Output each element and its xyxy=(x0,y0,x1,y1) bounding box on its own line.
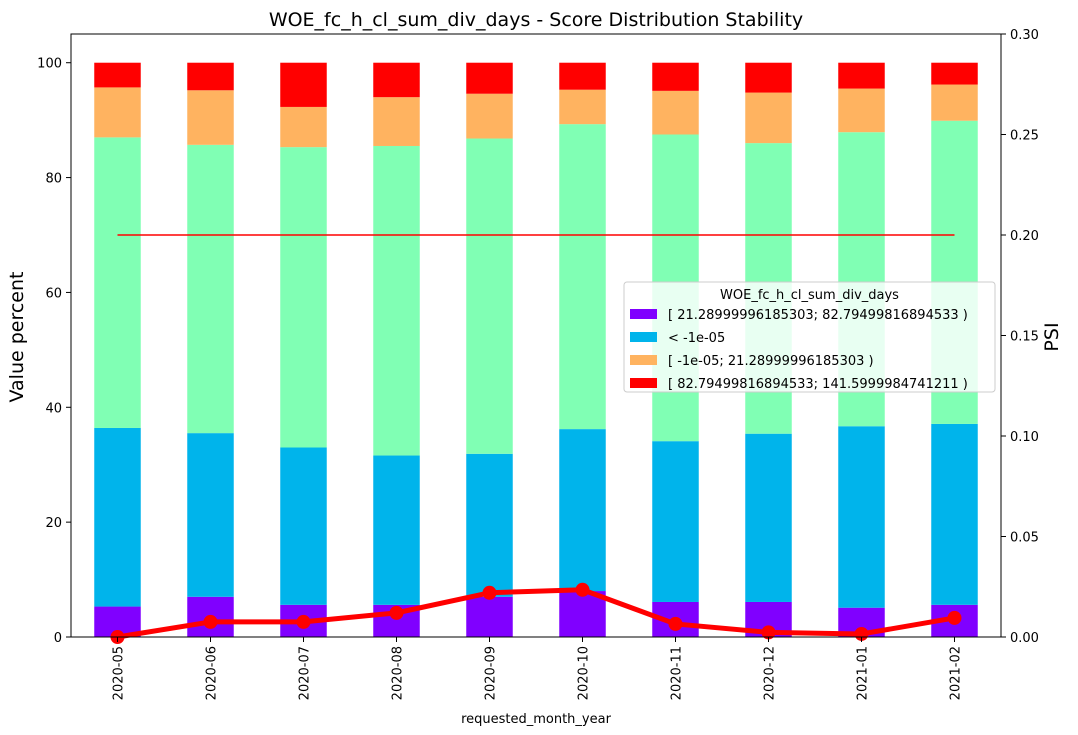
right-axis: 0.00 0.05 0.10 0.15 0.20 0.25 0.30 xyxy=(1001,28,1039,646)
psi-layer xyxy=(110,582,962,644)
bar-segment xyxy=(187,433,234,597)
y2-axis-label: PSI xyxy=(1041,322,1063,351)
legend-box xyxy=(623,281,996,393)
x-axis-label: requested_month_year xyxy=(461,712,612,727)
y2-tick-label: 0.30 xyxy=(1010,28,1039,43)
bar-segment xyxy=(559,89,606,125)
y-tick-label: 0 xyxy=(54,631,62,646)
bar-segment xyxy=(652,441,699,602)
bar-segment xyxy=(187,90,234,145)
psi-point xyxy=(296,614,311,629)
bar-segment xyxy=(652,90,699,135)
psi-point xyxy=(761,625,776,640)
bar-segment xyxy=(559,124,606,430)
bar-segment xyxy=(745,62,792,93)
bar-segment xyxy=(559,62,606,90)
bar-segment xyxy=(745,92,792,144)
x-tick-label: 2020-11 xyxy=(670,646,685,700)
x-tick-label: 2020-07 xyxy=(298,646,313,700)
x-tick-label: 2021-01 xyxy=(856,646,871,700)
y2-tick-label: 0.20 xyxy=(1010,229,1039,244)
x-tick-label: 2020-08 xyxy=(391,646,406,700)
legend-entry-label: [ 82.79499816894533; 141.5999984741211 ) xyxy=(668,377,968,392)
bar-segment xyxy=(373,62,420,98)
left-axis: 0 20 40 60 80 100 xyxy=(37,57,71,646)
legend-swatch xyxy=(630,332,657,342)
x-tick-label: 2021-02 xyxy=(949,646,964,700)
bars-layer xyxy=(94,62,978,637)
y2-tick-label: 0.10 xyxy=(1010,430,1039,445)
bar-segment xyxy=(745,433,792,602)
chart-title: WOE_fc_h_cl_sum_div_days - Score Distrib… xyxy=(269,9,803,31)
y-tick-label: 100 xyxy=(37,57,62,72)
bar-segment xyxy=(559,591,606,637)
bar-segment xyxy=(931,423,978,605)
y-tick-label: 40 xyxy=(45,401,62,416)
bar-segment xyxy=(373,97,420,146)
bar-segment xyxy=(187,62,234,91)
y2-tick-label: 0.25 xyxy=(1010,129,1039,144)
bar-segment xyxy=(559,429,606,592)
y-axis-label: Value percent xyxy=(6,272,28,403)
y2-tick-label: 0.05 xyxy=(1010,531,1039,546)
bar-segment xyxy=(838,426,885,608)
bar-segment xyxy=(94,62,141,88)
psi-point xyxy=(947,610,962,625)
y-tick-label: 20 xyxy=(45,516,62,531)
psi-point xyxy=(482,585,497,600)
bar-segment xyxy=(280,147,327,448)
legend: WOE_fc_h_cl_sum_div_days [ 21.28999996185… xyxy=(623,281,996,393)
psi-line xyxy=(117,587,955,640)
legend-swatch xyxy=(630,309,657,319)
bar-segment xyxy=(373,455,420,605)
x-tick-label: 2020-12 xyxy=(763,646,778,700)
y-tick-label: 80 xyxy=(45,172,62,187)
legend-entry-label: [ -1e-05; 21.28999996185303 ) xyxy=(668,354,874,369)
x-tick-label: 2020-10 xyxy=(577,646,592,700)
y-tick-label: 60 xyxy=(45,286,62,301)
bar-segment xyxy=(466,138,513,454)
bar-segment xyxy=(280,447,327,605)
bar-segment xyxy=(838,62,885,89)
x-tick-label: 2020-06 xyxy=(205,646,220,700)
legend-swatch xyxy=(630,355,657,365)
bar-segment xyxy=(373,145,420,456)
bar-segment xyxy=(652,62,699,91)
bar-segment xyxy=(931,62,978,85)
bar-segment xyxy=(94,137,141,428)
bar-segment xyxy=(94,427,141,607)
x-tick-label: 2020-05 xyxy=(112,646,127,700)
y2-tick-label: 0.15 xyxy=(1010,330,1039,345)
psi-point xyxy=(668,616,683,631)
legend-title: WOE_fc_h_cl_sum_div_days xyxy=(720,288,899,303)
bar-segment xyxy=(466,62,513,94)
bar-segment xyxy=(931,84,978,121)
y2-tick-label: 0.00 xyxy=(1010,631,1039,646)
bar-segment xyxy=(94,87,141,138)
psi-point xyxy=(575,582,590,597)
legend-entry-label: [ 21.28999996185303; 82.79499816894533 ) xyxy=(668,308,968,323)
bar-segment xyxy=(187,144,234,434)
bar-segment xyxy=(466,453,513,597)
psi-point xyxy=(389,605,404,620)
bar-segment xyxy=(838,88,885,133)
legend-swatch xyxy=(630,378,657,388)
x-axis: 2020-05 2020-06 2020-07 2020-08 2020-09 2020-… xyxy=(112,637,964,700)
bar-segment xyxy=(280,62,327,107)
x-tick-label: 2020-09 xyxy=(484,646,499,700)
bar-segment xyxy=(466,596,513,637)
bar-segment xyxy=(280,106,327,148)
psi-point xyxy=(203,614,218,629)
legend-entry-label: < -1e-05 xyxy=(668,331,725,346)
bar-segment xyxy=(466,93,513,139)
